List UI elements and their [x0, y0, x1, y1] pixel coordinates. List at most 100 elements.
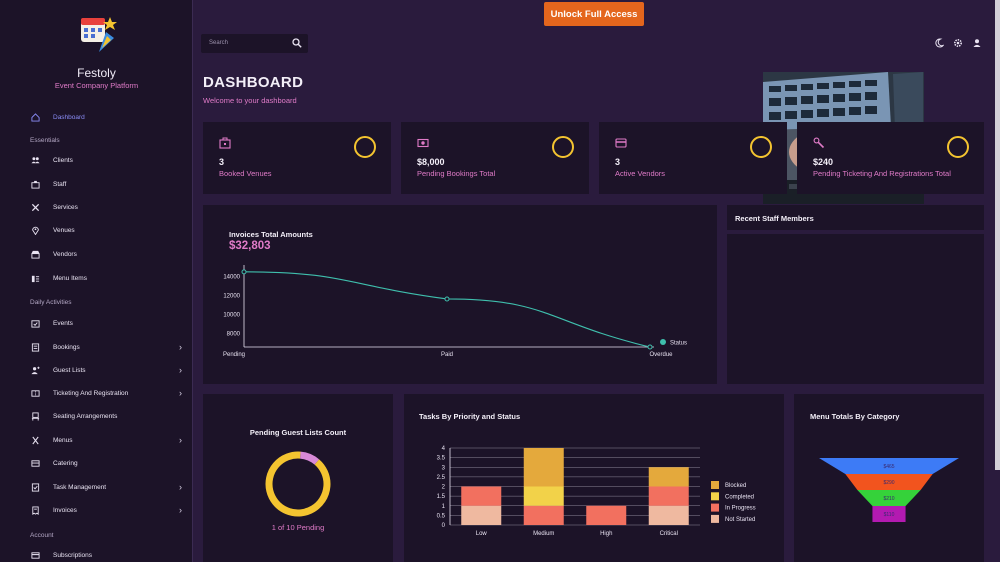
brand-name: Festoly [77, 66, 116, 80]
chevron-right-icon[interactable]: › [179, 482, 182, 492]
y-tick-label: 1 [442, 504, 446, 510]
sidebar-item-subscriptions[interactable]: Subscriptions [30, 547, 190, 562]
page-title: DASHBOARD [203, 74, 304, 91]
sidebar-item-menu-items[interactable]: Menu Items [30, 270, 190, 286]
x-tick-label: Pending [223, 352, 245, 358]
stat-label: Booked Venues [219, 169, 272, 178]
funnel-stage [857, 490, 921, 506]
stat-value: 3 [615, 157, 621, 167]
stat-progress-ring [552, 136, 574, 158]
legend-label: Blocked [725, 483, 746, 489]
stat-progress-ring [354, 136, 376, 158]
sidebar-item-dashboard[interactable]: Dashboard [30, 109, 190, 125]
store-icon [30, 249, 40, 259]
unlock-full-access-button[interactable]: Unlock Full Access [544, 2, 644, 26]
x-tick-label: Medium [533, 531, 554, 537]
page-scrollbar[interactable] [995, 0, 1000, 562]
stat-card-pending-bookings: $8,000 Pending Bookings Total [401, 122, 589, 194]
sidebar-item-seating-arrangements[interactable]: Seating Arrangements [30, 408, 190, 424]
menu-totals-funnel-chart: $465 $290 $210 $110 [819, 458, 959, 522]
nav-section-label: Essentials [30, 137, 60, 144]
funnel-stage-label: $465 [883, 464, 894, 470]
donut-slice-other [265, 451, 331, 517]
sidebar-item-label: Task Management [53, 483, 107, 491]
settings-gear-icon[interactable] [953, 38, 963, 48]
sidebar-item-bookings[interactable]: Bookings › [30, 339, 190, 355]
y-tick-label: 2 [442, 485, 446, 491]
sidebar-item-label: Catering [53, 459, 78, 467]
sidebar-item-catering[interactable]: Catering [30, 455, 190, 471]
bar-segment-blocked [648, 467, 689, 487]
sidebar-item-label: Events [53, 319, 73, 327]
stat-label: Active Vendors [615, 169, 666, 178]
guest-lists-donut-chart [265, 451, 331, 517]
bar-segment-in-progress [523, 505, 564, 525]
invoices-line-chart: 8000 10000 12000 14000 Pending Paid Overdue Sta… [223, 265, 687, 358]
legend-label: Status [670, 341, 687, 347]
stat-value: $240 [813, 157, 834, 167]
legend-label: In Progress [725, 506, 756, 512]
invoice-icon [30, 505, 40, 515]
sidebar-item-vendors[interactable]: Vendors [30, 246, 190, 262]
funnel-stage-label: $110 [884, 512, 895, 518]
sidebar-item-task-management[interactable]: Task Management › [30, 479, 190, 495]
dark-mode-moon-icon[interactable] [934, 38, 944, 48]
sidebar-item-services[interactable]: Services [30, 199, 190, 215]
funnel-stage [819, 458, 959, 474]
sidebar-item-guest-lists[interactable]: Guest Lists › [30, 362, 190, 378]
y-tick-label: 0.5 [437, 513, 446, 519]
chevron-right-icon[interactable]: › [179, 342, 182, 352]
nav-section-label: Account [30, 532, 54, 539]
scrollbar-thumb[interactable] [995, 0, 1000, 470]
funnel-stage-label: $210 [883, 496, 894, 502]
cash-icon [417, 138, 429, 148]
nav-section-label: Daily Activities [30, 299, 72, 306]
recent-staff-title: Recent Staff Members [735, 214, 814, 223]
funnel-stage-label: $290 [883, 480, 894, 486]
wallet-icon [615, 138, 627, 148]
stat-progress-ring [750, 136, 772, 158]
party-calendar-logo [81, 17, 117, 52]
sidebar-item-label: Dashboard [53, 113, 85, 121]
chevron-right-icon[interactable]: › [179, 388, 182, 398]
sidebar: Festoly Event Company Platform Dashboard… [0, 0, 193, 562]
chevron-right-icon[interactable]: › [179, 505, 182, 515]
stat-card-active-vendors: 3 Active Vendors [599, 122, 787, 194]
sidebar-item-clients[interactable]: Clients [30, 152, 190, 168]
menu-totals-title: Menu Totals By Category [810, 412, 900, 421]
search-icon[interactable] [292, 38, 302, 48]
ticket-icon [30, 388, 40, 398]
y-tick-label: 14000 [223, 275, 240, 281]
search-input[interactable]: Search [209, 40, 229, 46]
invoice-data-point [647, 344, 653, 350]
tasks-stacked-bar-chart: 0 0.5 1 1.5 2 2.5 3 3.5 4 Low Medium High Critical Bl… [437, 446, 756, 537]
stat-label: Pending Ticketing And Registrations Tota… [813, 169, 951, 178]
recent-staff-list [727, 234, 984, 384]
sidebar-item-events[interactable]: Events [30, 315, 190, 331]
sidebar-item-label: Venues [53, 226, 75, 234]
chevron-right-icon[interactable]: › [179, 365, 182, 375]
bar-segment-in-progress [586, 505, 627, 525]
wrench-icon [813, 137, 825, 149]
x-tick-label: Paid [441, 352, 453, 358]
search-box[interactable]: Search [201, 34, 308, 53]
menu-list-icon [30, 273, 40, 283]
sidebar-item-staff[interactable]: Staff [30, 176, 190, 192]
user-profile-icon[interactable] [972, 38, 982, 48]
stat-progress-ring [947, 136, 969, 158]
y-tick-label: 3.5 [437, 456, 446, 462]
calendar-check-icon [30, 318, 40, 328]
bar-segment-blocked [523, 448, 564, 487]
sidebar-item-label: Bookings [53, 343, 80, 351]
bar-segment-not-started [461, 505, 502, 525]
y-tick-label: 4 [442, 446, 446, 452]
sidebar-item-invoices[interactable]: Invoices › [30, 502, 190, 518]
page-subtitle: Welcome to your dashboard [203, 96, 297, 105]
sidebar-item-venues[interactable]: Venues [30, 222, 190, 238]
sidebar-item-ticketing-and-registration[interactable]: Ticketing And Registration › [30, 385, 190, 401]
staff-icon [30, 179, 40, 189]
legend-label: Completed [725, 494, 754, 500]
home-icon [30, 112, 40, 122]
chevron-right-icon[interactable]: › [179, 435, 182, 445]
sidebar-item-menus[interactable]: Menus › [30, 432, 190, 448]
